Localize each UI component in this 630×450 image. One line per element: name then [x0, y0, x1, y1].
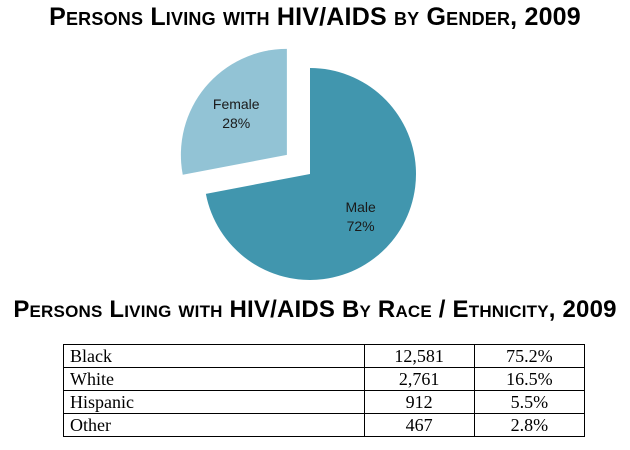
gender-pie-chart: Male 72% Female 28%	[180, 48, 416, 280]
table-cell-category: Black	[63, 344, 365, 368]
table-title: Persons Living with HIV/AIDS By Race / E…	[13, 296, 617, 323]
table-row: White 2,761 16.5%	[63, 367, 586, 391]
table-row: Black 12,581 75.2%	[63, 344, 586, 368]
table-cell-percent: 2.8%	[473, 413, 586, 437]
race-ethnicity-table: Black 12,581 75.2% White 2,761 16.5% Hispanic 9…	[63, 344, 586, 437]
table-cell-count: 912	[363, 390, 475, 414]
table-cell-category: White	[63, 367, 365, 391]
slice-label-female: Female	[213, 96, 260, 112]
table-cell-percent: 16.5%	[473, 367, 586, 391]
table-cell-category: Other	[63, 413, 365, 437]
table-row: Other 467 2.8%	[63, 413, 586, 437]
slice-value-male: 72%	[347, 218, 375, 234]
table-cell-percent: 75.2%	[473, 344, 586, 368]
pie-slice-female	[180, 48, 287, 175]
table-cell-count: 467	[363, 413, 475, 437]
table-cell-count: 2,761	[363, 367, 475, 391]
table-cell-category: Hispanic	[63, 390, 365, 414]
table-row: Hispanic 912 5.5%	[63, 390, 586, 414]
pie-slice-male	[205, 68, 416, 280]
pie-chart-title: Persons Living with HIV/AIDS by Gender, …	[49, 3, 581, 31]
slice-label-male: Male	[345, 199, 376, 215]
table-cell-percent: 5.5%	[473, 390, 586, 414]
table-cell-count: 12,581	[363, 344, 475, 368]
slice-value-female: 28%	[222, 115, 250, 131]
